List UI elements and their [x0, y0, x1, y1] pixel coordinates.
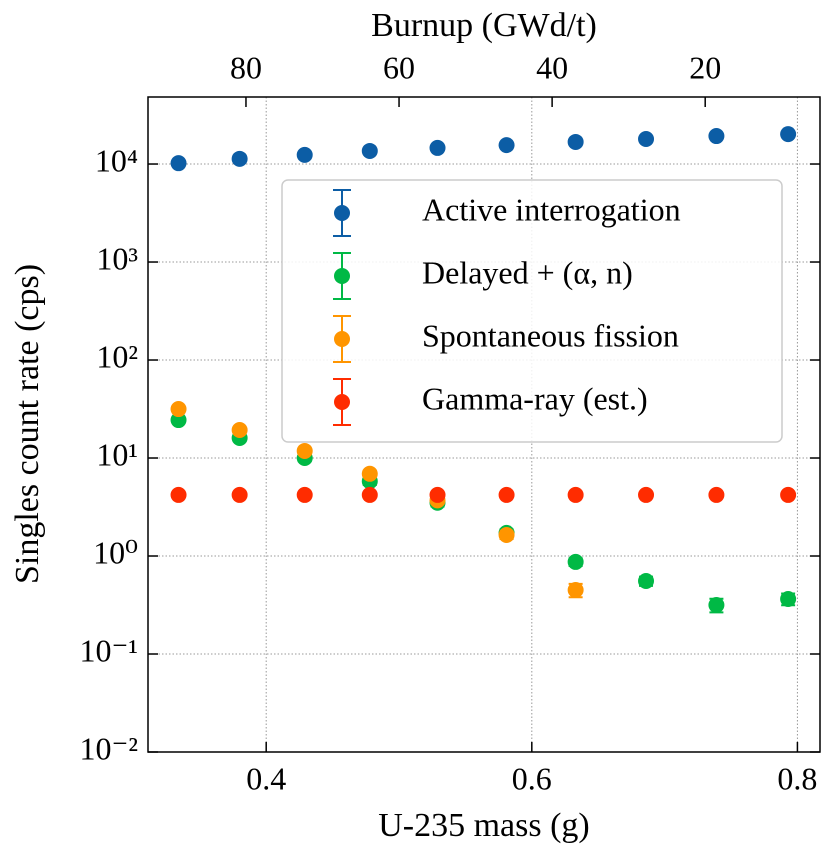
legend: Active interrogation Delayed + (α, n) Spon… [281, 179, 783, 443]
plot-frame [147, 96, 821, 753]
marker [780, 591, 797, 608]
marker [361, 486, 378, 503]
y-axis-label: Singles count rate (cps) [9, 264, 46, 584]
marker [498, 486, 515, 503]
marker [498, 526, 515, 543]
marker [780, 486, 797, 503]
marker [170, 486, 187, 503]
y-tick-label: 10¹ [96, 436, 138, 472]
marker [429, 139, 446, 156]
legend-marker [334, 394, 350, 410]
y-tick-label: 10⁻² [80, 730, 138, 766]
x2-axis-label: Burnup (GWd/t) [371, 7, 597, 44]
legend-label: Gamma-ray (est.) [422, 380, 648, 416]
legend-box [281, 179, 783, 443]
marker [296, 442, 313, 459]
x-tick-label: 0.4 [246, 760, 286, 796]
series [170, 486, 797, 503]
x2-tick-label: 60 [383, 49, 415, 85]
x-tick-label: 0.8 [777, 760, 817, 796]
legend-label: Delayed + (α, n) [422, 254, 633, 290]
x2-tick-label: 20 [689, 49, 721, 85]
y-tick-label: 10³ [96, 240, 138, 276]
marker [429, 486, 446, 503]
legend-marker [334, 268, 350, 284]
legend-marker [334, 205, 350, 221]
legend-label: Spontaneous fission [422, 317, 679, 353]
marker [567, 133, 584, 150]
y-tick-label: 10⁰ [93, 534, 138, 570]
y-tick-label: 10⁻¹ [80, 632, 138, 668]
x-axis-label: U-235 mass (g) [378, 807, 590, 844]
x-tick-label: 0.6 [512, 760, 552, 796]
legend-marker [334, 331, 350, 347]
marker [296, 146, 313, 163]
marker [170, 412, 187, 429]
y-tick-label: 10⁴ [95, 142, 138, 178]
x2-tick-label: 40 [536, 49, 568, 85]
marker [170, 401, 187, 418]
marker [638, 131, 655, 148]
marker [231, 486, 248, 503]
marker [708, 597, 725, 614]
marker [638, 572, 655, 589]
marker [567, 486, 584, 503]
x2-tick-label: 80 [230, 49, 262, 85]
marker [231, 422, 248, 439]
marker [361, 465, 378, 482]
marker [361, 142, 378, 159]
marker [567, 581, 584, 598]
series [170, 126, 797, 172]
y-tick-label: 10² [96, 338, 138, 374]
legend-label: Active interrogation [422, 191, 681, 227]
marker [296, 486, 313, 503]
marker [638, 486, 655, 503]
marker [231, 150, 248, 167]
marker [498, 137, 515, 154]
marker [170, 155, 187, 172]
marker [567, 553, 584, 570]
marker [708, 486, 725, 503]
marker [780, 126, 797, 143]
marker [708, 128, 725, 145]
